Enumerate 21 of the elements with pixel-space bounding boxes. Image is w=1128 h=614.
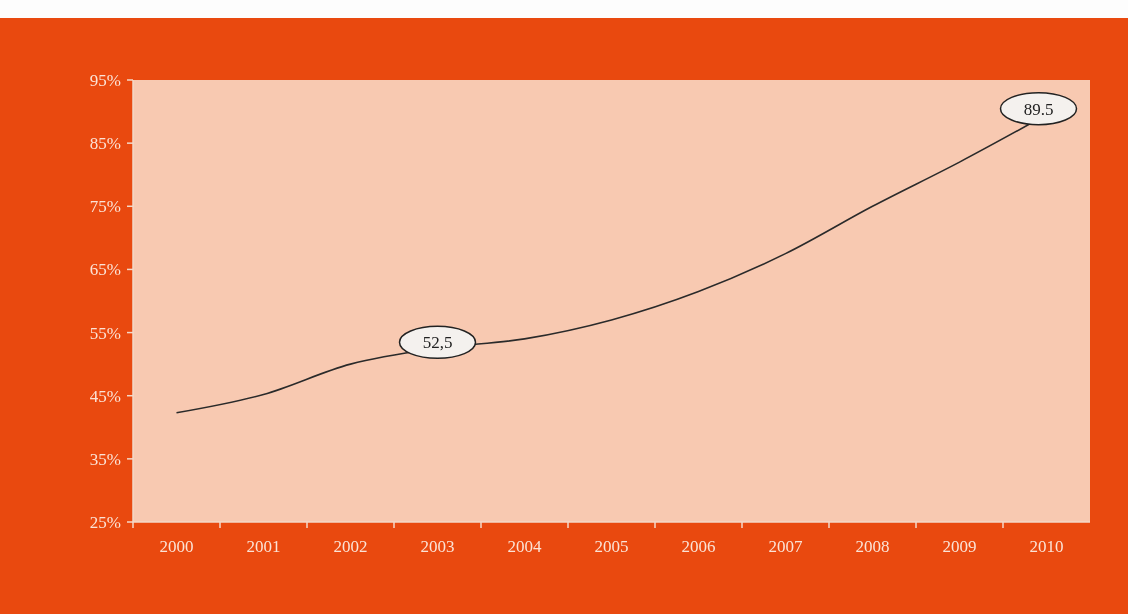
data-label: 89.5 [1023, 99, 1054, 119]
x-tick-label: 2010 [1029, 537, 1064, 556]
x-tick-label: 2008 [855, 537, 890, 556]
y-tick-label: 55% [89, 323, 121, 343]
y-tick-label: 45% [89, 386, 121, 406]
data-label: 52,5 [422, 333, 453, 353]
x-tick-label: 2005 [594, 537, 629, 556]
y-tick-label: 75% [89, 197, 121, 217]
x-tick-label: 2007 [768, 537, 803, 556]
x-tick-label: 2001 [246, 537, 281, 556]
y-tick-label: 35% [89, 449, 121, 469]
x-tick-label: 2006 [681, 537, 716, 556]
x-tick-label: 2000 [159, 537, 194, 556]
y-tick-label: 65% [89, 260, 121, 280]
y-tick-label: 85% [89, 134, 121, 154]
y-tick-label: 95% [89, 71, 121, 90]
y-tick-label: 25% [89, 513, 121, 532]
x-tick-label: 2003 [420, 537, 455, 556]
x-tick-label: 2002 [333, 537, 368, 556]
x-tick-label: 2009 [942, 537, 977, 556]
x-tick-label: 2004 [507, 537, 542, 556]
